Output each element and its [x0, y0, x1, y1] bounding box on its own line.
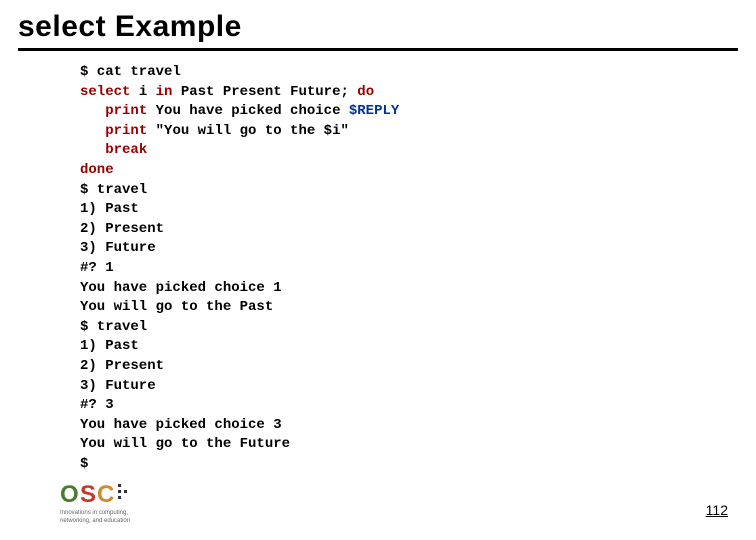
- logo-letter-o: O: [60, 481, 79, 508]
- page-number: 112: [706, 502, 728, 518]
- logo-dot: [118, 496, 121, 499]
- slide: select Example $ cat travel select i in …: [0, 0, 756, 540]
- slide-title: select Example: [18, 10, 738, 51]
- logo-tagline-2: networking, and education: [60, 518, 130, 524]
- logo-dot: [118, 484, 121, 487]
- logo-dot: [118, 490, 121, 493]
- logo-svg: O S C Innovations in computing, networki…: [60, 480, 170, 528]
- code-block: $ cat travel select i in Past Present Fu…: [80, 63, 738, 474]
- logo-tagline-1: Innovations in computing,: [60, 510, 128, 516]
- logo-dot: [124, 490, 127, 493]
- logo-letter-c: C: [97, 481, 114, 508]
- logo-letter-s: S: [80, 481, 96, 508]
- osc-logo: O S C Innovations in computing, networki…: [60, 480, 170, 528]
